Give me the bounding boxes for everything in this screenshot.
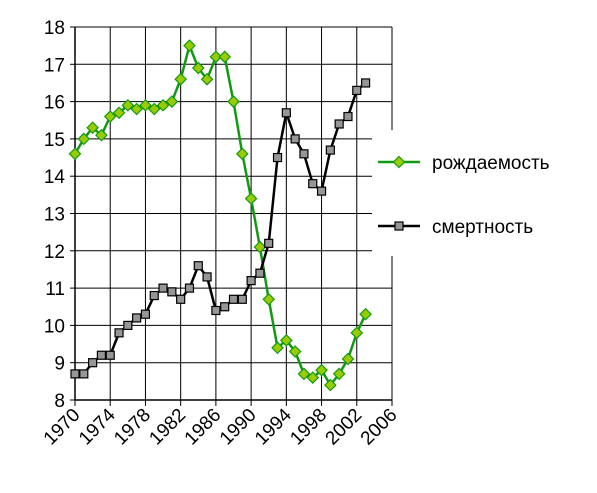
x-tick-label: 1986 (181, 405, 226, 450)
marker (394, 221, 404, 231)
marker (105, 350, 115, 360)
y-tick-label: 9 (54, 354, 65, 375)
marker (359, 307, 372, 321)
marker (184, 283, 195, 293)
marker (167, 287, 177, 297)
marker (290, 134, 300, 144)
marker (299, 149, 309, 159)
marker (253, 240, 267, 254)
y-tick-label: 18 (44, 18, 65, 39)
marker (325, 145, 335, 155)
marker (95, 128, 108, 142)
marker (237, 294, 247, 304)
marker (139, 98, 152, 112)
marker (334, 119, 344, 129)
marker (255, 268, 265, 278)
marker (156, 98, 170, 112)
marker (281, 108, 291, 118)
marker (308, 179, 318, 189)
marker (262, 292, 276, 306)
marker (246, 276, 256, 286)
y-tick-label: 14 (44, 167, 66, 188)
marker (360, 78, 371, 88)
marker (191, 61, 205, 75)
y-tick-label: 8 (54, 391, 65, 412)
marker (176, 294, 186, 304)
marker (211, 305, 221, 316)
y-tick-label: 13 (44, 205, 65, 226)
marker (123, 320, 133, 330)
marker (77, 132, 91, 146)
marker (341, 352, 355, 366)
marker (183, 39, 196, 52)
marker (88, 358, 98, 368)
x-tick-label: 2006 (357, 405, 402, 450)
x-tick-label: 1978 (110, 405, 155, 450)
marker (332, 367, 346, 381)
marker (235, 147, 249, 161)
marker (132, 313, 142, 323)
marker (193, 261, 203, 271)
marker (202, 272, 212, 282)
legend-label: рождаемость (432, 153, 550, 174)
marker (174, 72, 188, 86)
x-tick-label: 1990 (216, 405, 261, 450)
marker (114, 328, 124, 338)
marker (218, 50, 232, 64)
marker (244, 192, 258, 205)
y-tick-label: 16 (44, 93, 65, 114)
marker (140, 309, 151, 319)
marker (324, 378, 337, 392)
marker (200, 72, 214, 86)
marker (315, 363, 328, 377)
legend-label: смертность (432, 217, 533, 238)
y-tick-label: 10 (44, 316, 65, 337)
y-tick-label: 15 (44, 130, 65, 151)
legend-box (372, 130, 582, 256)
marker (352, 85, 362, 96)
marker (79, 369, 89, 379)
y-tick-label: 17 (44, 55, 65, 76)
marker (297, 367, 311, 381)
marker (343, 111, 353, 122)
marker (279, 333, 293, 347)
x-tick-label: 1970 (40, 405, 85, 450)
marker (86, 121, 99, 135)
x-tick-label: 1974 (75, 404, 120, 449)
marker (392, 155, 406, 169)
marker (96, 350, 107, 360)
marker (306, 371, 320, 384)
x-tick-label: 1994 (251, 404, 296, 449)
x-tick-label: 1982 (145, 405, 190, 450)
marker (350, 326, 364, 340)
marker (103, 110, 117, 123)
marker (112, 106, 126, 120)
marker (228, 294, 239, 304)
marker (149, 290, 159, 301)
x-tick-label: 2002 (322, 405, 367, 450)
marker (272, 152, 283, 163)
marker (68, 147, 82, 161)
marker (130, 102, 143, 116)
marker (70, 369, 80, 379)
marker (147, 102, 161, 116)
y-tick-label: 12 (44, 242, 65, 263)
x-tick-label: 1998 (286, 405, 331, 450)
marker (316, 186, 327, 196)
y-tick-label: 11 (45, 279, 65, 300)
marker (158, 283, 168, 293)
marker (121, 98, 135, 112)
marker (165, 95, 179, 108)
marker (271, 341, 284, 355)
marker (220, 302, 230, 312)
marker (264, 238, 274, 248)
marker (227, 95, 240, 108)
marker (209, 50, 223, 64)
marker (288, 345, 302, 358)
